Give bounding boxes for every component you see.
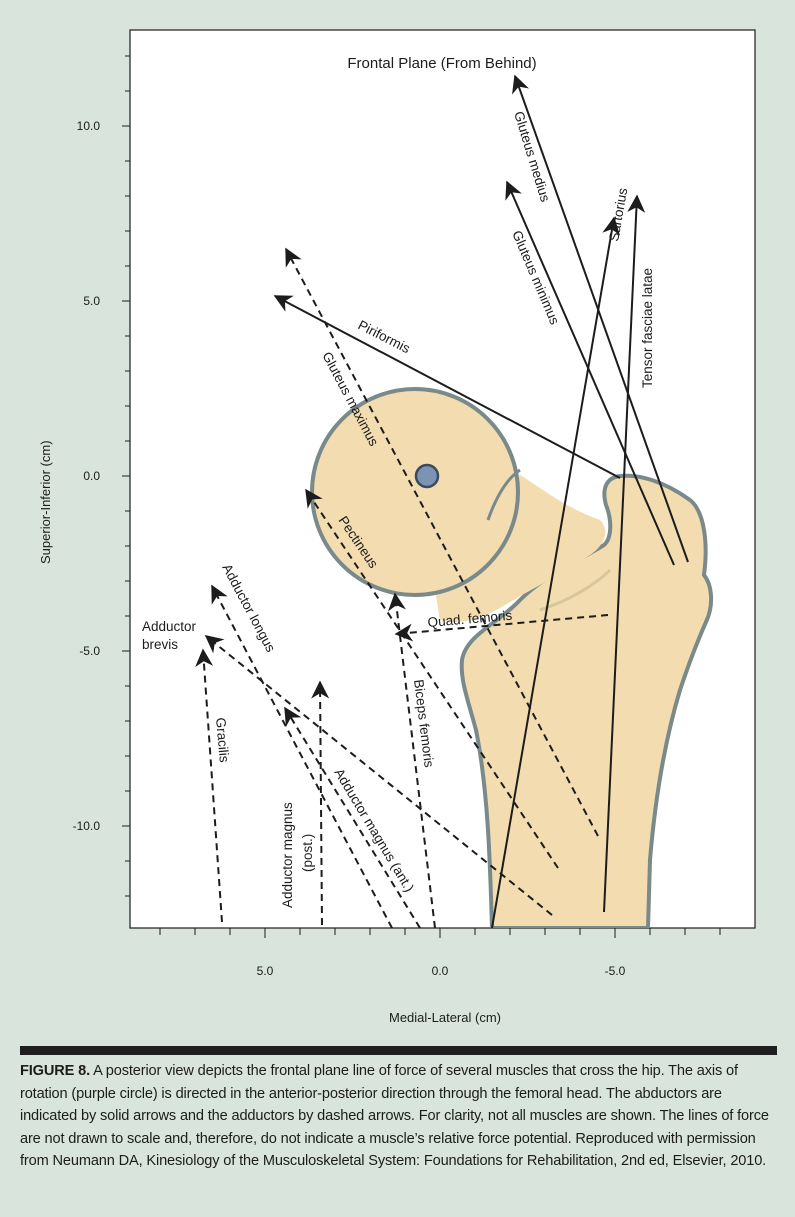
- y-tick-label: -5.0: [79, 644, 100, 658]
- caption-lead: FIGURE 8.: [20, 1063, 91, 1079]
- pectineus-line: [305, 488, 559, 869]
- x-tick-label: 0.0: [432, 964, 449, 978]
- x-tick-label: 5.0: [257, 964, 274, 978]
- adductor-lines: [195, 247, 609, 929]
- y-tick-label: 0.0: [83, 469, 100, 483]
- gluteus-maximus-line: [285, 247, 599, 837]
- diagram-title: Frontal Plane (From Behind): [347, 55, 536, 72]
- label-quad-femoris: Quad. femoris: [427, 608, 513, 630]
- x-axis-title: Medial-Lateral (cm): [389, 1010, 501, 1025]
- y-tick-label: -10.0: [73, 819, 101, 833]
- label-adductor-brevis-line1: Adductor: [142, 619, 197, 634]
- y-axis: 10.0 5.0 0.0 -5.0 -10.0: [73, 55, 130, 897]
- x-axis: 5.0 0.0 -5.0: [159, 928, 721, 978]
- label-adductor-magnus-post-line1: Adductor magnus: [280, 802, 295, 908]
- adductor-magnus-post-line: [311, 680, 330, 926]
- label-tensor-fasciae-latae: Tensor fasciae latae: [640, 268, 655, 388]
- label-gracilis: Gracilis: [213, 717, 232, 763]
- adductor-longus-line: [211, 584, 393, 929]
- label-adductor-brevis-line2: brevis: [142, 637, 178, 652]
- gracilis-line: [195, 648, 223, 923]
- gluteus-minimus-line: [505, 180, 675, 566]
- hip-diagram: 10.0 5.0 0.0 -5.0 -10.0 5.0 0.0 -5.0 Frontal P…: [38, 29, 756, 1025]
- caption-divider: [20, 1046, 777, 1055]
- adductor-brevis-line: [204, 635, 553, 916]
- gluteus-medius-line: [512, 74, 689, 563]
- label-adductor-magnus-post-line2: (post.): [300, 834, 315, 872]
- tensor-fasciae-latae-line: [603, 194, 646, 913]
- figure-caption: FIGURE 8. A posterior view depicts the f…: [20, 1060, 777, 1173]
- abductor-lines: [273, 74, 689, 929]
- sartorius-line: [491, 216, 621, 929]
- axis-of-rotation-circle: [414, 463, 440, 489]
- y-tick-label: 5.0: [83, 294, 100, 308]
- biceps-femoris-line: [388, 592, 436, 929]
- y-axis-title: Superior-Inferior (cm): [38, 440, 53, 564]
- caption-text: A posterior view depicts the frontal pla…: [20, 1063, 769, 1170]
- y-tick-label: 10.0: [77, 119, 101, 133]
- x-tick-label: -5.0: [605, 964, 626, 978]
- piriformis-line: [273, 295, 621, 479]
